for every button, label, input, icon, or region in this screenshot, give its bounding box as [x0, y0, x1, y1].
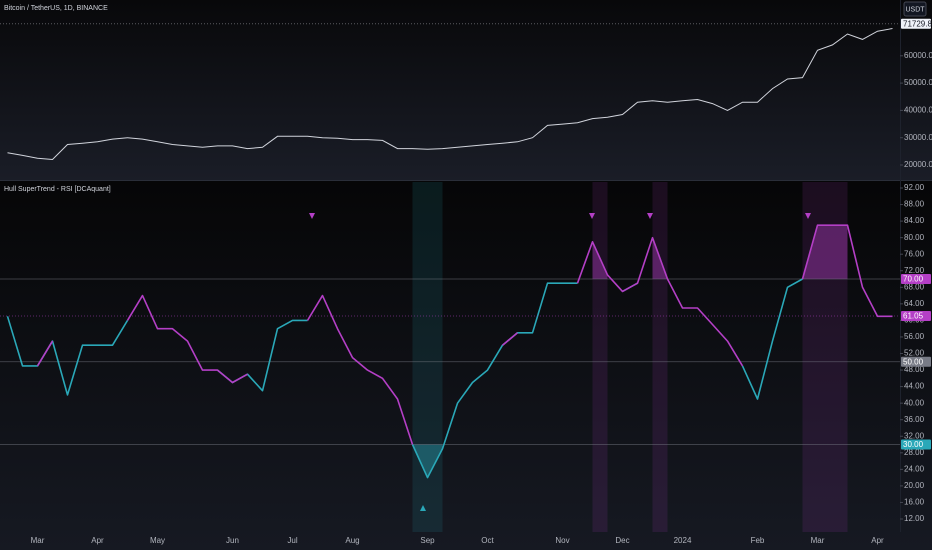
x-tick-label: Jun	[226, 536, 239, 545]
x-tick-label: Mar	[31, 536, 45, 545]
sell-signal	[309, 213, 315, 219]
y-tick-label: 72.00	[904, 266, 925, 275]
price-pane	[0, 0, 932, 180]
y-tick-label: 30000.00	[904, 133, 932, 142]
y-tick-label: 40000.00	[904, 106, 932, 115]
y-tick-label: 24.00	[904, 464, 925, 473]
zone-band	[592, 182, 608, 532]
y-tick-label: 84.00	[904, 216, 925, 225]
y-tick-label: 50000.00	[904, 78, 932, 87]
y-tick-label: 16.00	[904, 498, 925, 507]
x-tick-label: Aug	[345, 536, 359, 545]
rsi-line	[36, 224, 893, 445]
axis-value-label: 61.05	[903, 312, 924, 321]
zone-band	[427, 182, 443, 532]
x-tick-label: Dec	[615, 536, 629, 545]
axis-value-box	[901, 311, 931, 322]
y-tick-label: 52.00	[904, 349, 925, 358]
x-tick-label: Mar	[811, 536, 825, 545]
y-tick-label: 68.00	[904, 282, 925, 291]
y-tick-label: 40.00	[904, 398, 925, 407]
indicator-title: Hull SuperTrend - RSI [DCAquant]	[4, 186, 111, 193]
y-tick-label: 48.00	[904, 365, 925, 374]
axis-value-box	[901, 356, 931, 367]
y-tick-label: 56.00	[904, 332, 925, 341]
y-tick-label: 20.00	[904, 481, 925, 490]
x-tick-label: Jul	[287, 536, 297, 545]
y-tick-label: 12.00	[904, 514, 925, 523]
x-tick-label: May	[150, 536, 165, 545]
zone-fill	[817, 225, 833, 280]
axis-value-label: 30.00	[903, 440, 924, 449]
indicator-pane	[0, 181, 932, 550]
zone-band	[652, 182, 668, 532]
sell-signal	[589, 213, 595, 219]
axis-value-label: 50.00	[903, 357, 924, 366]
zone-fill	[832, 225, 848, 280]
x-tick-label: Apr	[871, 536, 884, 545]
currency-label[interactable]: USDT	[905, 6, 925, 13]
x-tick-label: Sep	[420, 536, 435, 545]
x-tick-label: 2024	[674, 536, 692, 545]
axis-value-box	[901, 274, 931, 285]
y-tick-label: 64.00	[904, 299, 925, 308]
currency-button[interactable]	[903, 1, 927, 17]
price-line	[7, 28, 893, 161]
y-tick-label: 92.00	[904, 183, 925, 192]
x-tick-label: Nov	[555, 536, 569, 545]
zone-band	[412, 182, 428, 532]
x-tick-label: Apr	[91, 536, 104, 545]
y-tick-label: 20000.00	[904, 160, 932, 169]
price-title: Bitcoin / TetherUS, 1D, BINANCE	[4, 5, 108, 12]
last-price-box	[901, 18, 931, 29]
rsi-line	[6, 278, 803, 479]
x-tick-label: Oct	[481, 536, 494, 545]
plot-layer	[0, 23, 900, 532]
x-tick-label: Feb	[751, 536, 765, 545]
y-tick-label: 60000.00	[904, 51, 932, 60]
axis-value-label: 70.00	[903, 275, 924, 284]
y-tick-label: 32.00	[904, 431, 925, 440]
y-tick-label: 28.00	[904, 448, 925, 457]
sell-signal	[805, 213, 811, 219]
axis-value-box	[901, 439, 931, 450]
y-tick-label: 88.00	[904, 200, 925, 209]
y-tick-label: 80.00	[904, 233, 925, 242]
sell-signal	[647, 213, 653, 219]
y-tick-label: 44.00	[904, 382, 925, 391]
y-tick-label: 36.00	[904, 415, 925, 424]
last-price-label: 71729.89	[903, 19, 932, 28]
y-tick-label: 76.00	[904, 249, 925, 258]
buy-signal	[420, 505, 426, 511]
